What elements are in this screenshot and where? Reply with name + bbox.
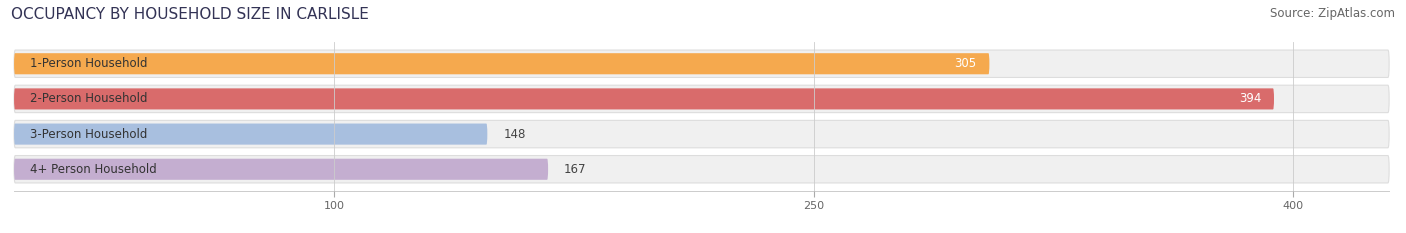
Text: OCCUPANCY BY HOUSEHOLD SIZE IN CARLISLE: OCCUPANCY BY HOUSEHOLD SIZE IN CARLISLE (11, 7, 370, 22)
Text: 305: 305 (955, 57, 977, 70)
FancyBboxPatch shape (14, 159, 548, 180)
FancyBboxPatch shape (14, 156, 1389, 183)
Text: 3-Person Household: 3-Person Household (30, 128, 148, 140)
FancyBboxPatch shape (14, 50, 1389, 77)
FancyBboxPatch shape (14, 88, 1274, 110)
Text: 148: 148 (503, 128, 526, 140)
Text: 394: 394 (1239, 93, 1261, 105)
Text: Source: ZipAtlas.com: Source: ZipAtlas.com (1270, 7, 1395, 20)
Text: 2-Person Household: 2-Person Household (30, 93, 148, 105)
FancyBboxPatch shape (14, 53, 990, 74)
FancyBboxPatch shape (14, 123, 488, 145)
FancyBboxPatch shape (14, 120, 1389, 148)
Text: 1-Person Household: 1-Person Household (30, 57, 148, 70)
FancyBboxPatch shape (14, 85, 1389, 113)
Text: 167: 167 (564, 163, 586, 176)
Text: 4+ Person Household: 4+ Person Household (30, 163, 157, 176)
